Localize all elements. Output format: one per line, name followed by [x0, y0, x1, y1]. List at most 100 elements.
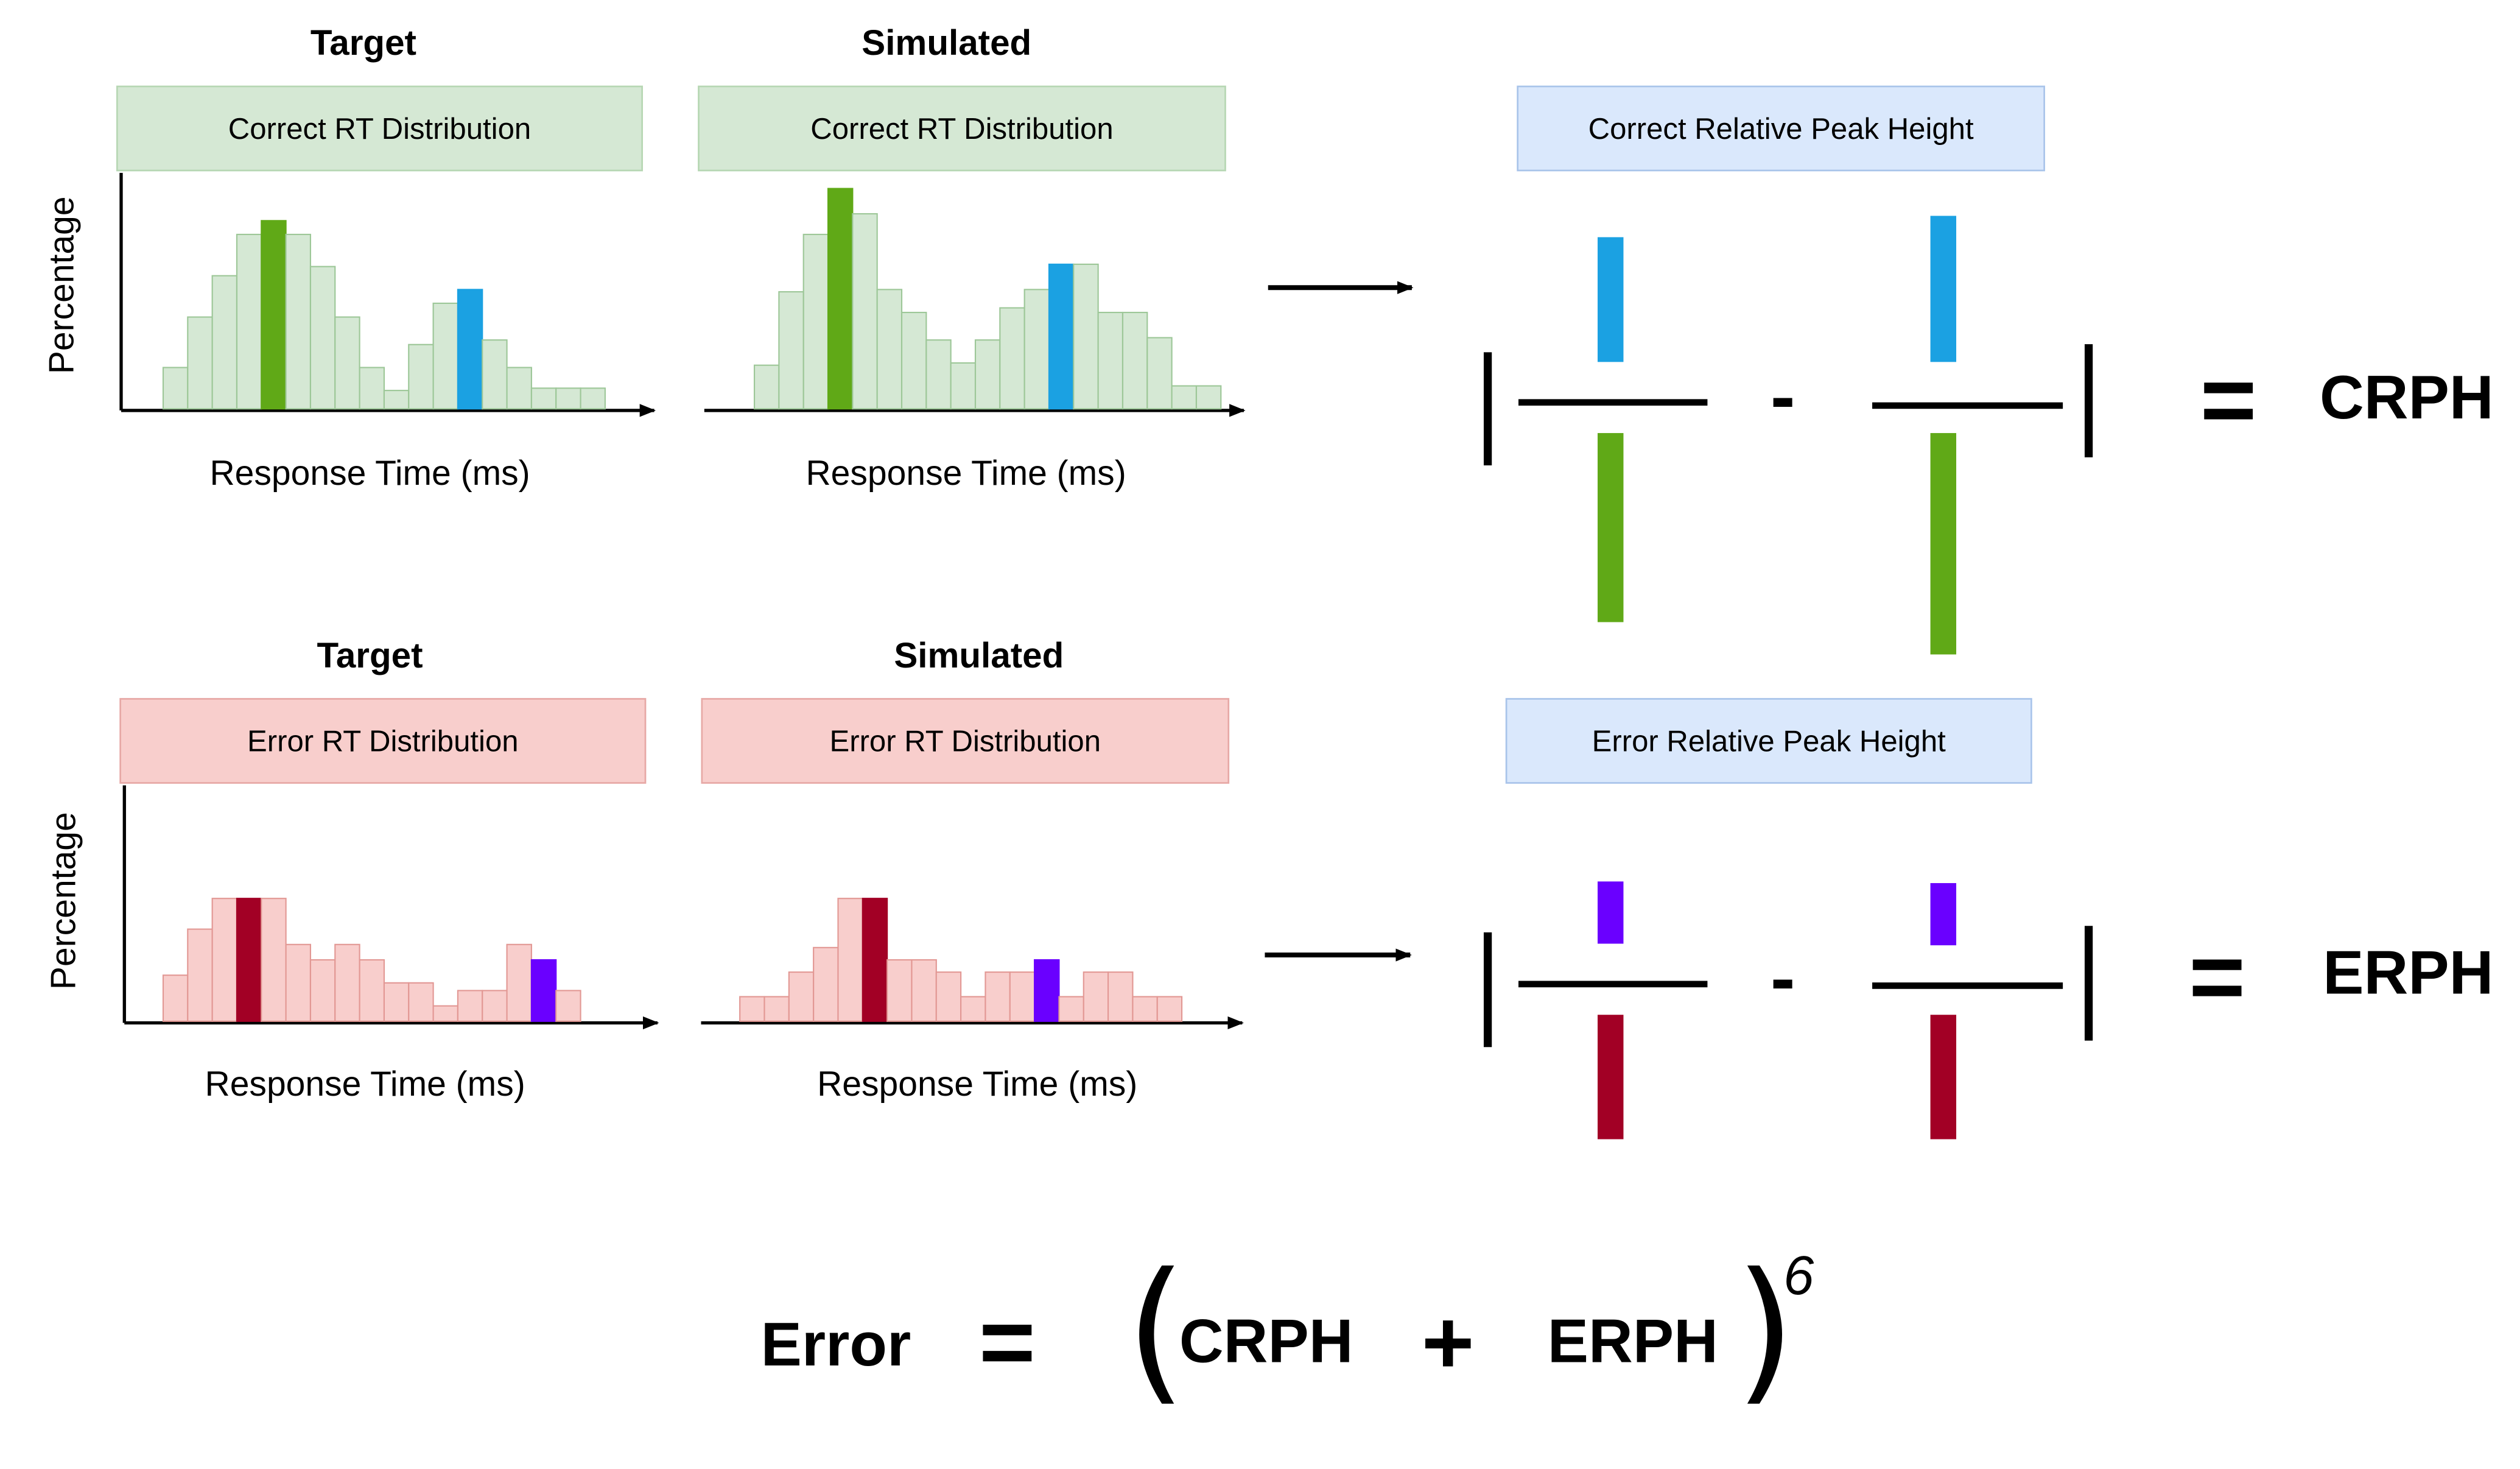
error-simulated-bar: [1107, 971, 1134, 1022]
error-peak-height-box: Error Relative Peak Height: [1505, 698, 2032, 784]
correct-target-bar: [236, 233, 262, 410]
correct-target-bar: [162, 367, 189, 410]
error-target-box-label: Error RT Distribution: [247, 723, 519, 758]
error-simulated-bar: [1132, 996, 1158, 1022]
correct-target-bar: [432, 302, 458, 410]
correct-simulated-bar: [950, 362, 977, 410]
error-simulated-fraction: [1930, 882, 1957, 1140]
correct-target-bar: [530, 387, 557, 410]
error-target-axes: [122, 785, 659, 1030]
correct-target-xlabel: Response Time (ms): [209, 454, 530, 493]
error-target-bar: [359, 959, 385, 1022]
error-simulated-bar: [960, 996, 986, 1022]
error-equals-sign: =: [2189, 922, 2246, 1031]
formula-right-paren: ): [1735, 1239, 1795, 1421]
error-target-peak-bar: [530, 959, 557, 1022]
formula-crph-term: CRPH: [1179, 1309, 1353, 1377]
error-peak-height-label: Error Relative Peak Height: [1592, 723, 1946, 758]
correct-target-bar: [580, 387, 606, 410]
correct-abs-expression: [1483, 344, 2093, 466]
error-abs-expression: [1483, 926, 2093, 1048]
error-target-bar: [211, 898, 238, 1022]
correct-target-bar: [506, 367, 532, 410]
correct-target-bar: [383, 390, 410, 410]
error-target-bar: [261, 898, 287, 1022]
correct-target-histogram: [162, 220, 606, 410]
correct-simulated-histogram: [753, 188, 1222, 410]
error-target-box: Error RT Distribution: [119, 698, 647, 784]
error-simulated-box-label: Error RT Distribution: [829, 723, 1101, 758]
correct-simulated-bar: [900, 311, 927, 410]
error-simulated-bar: [886, 959, 913, 1022]
correct-simulated-bar: [852, 213, 878, 410]
correct-target-fraction: [1598, 237, 1624, 622]
correct-minus-sign: -: [1770, 354, 1795, 439]
error-target-bar: [457, 990, 483, 1022]
correct-target-bar: [285, 233, 312, 410]
error-target-denominator-bar: [1598, 1015, 1624, 1140]
correct-simulated-title: Simulated: [862, 23, 1032, 63]
correct-target-peak-bar: [457, 289, 483, 410]
correct-target-bar: [334, 316, 360, 410]
formula-error-label: Error: [760, 1312, 911, 1380]
correct-simulated-xlabel: Response Time (ms): [805, 454, 1126, 493]
error-simulated-bar: [1058, 996, 1084, 1022]
correct-simulated-bar: [876, 289, 903, 410]
error-target-fraction: [1598, 881, 1624, 1140]
correct-simulated-bar: [925, 339, 952, 410]
crph-label: CRPH: [2319, 365, 2494, 434]
correct-target-bar: [187, 316, 213, 410]
correct-simulated-box: Correct RT Distribution: [698, 85, 1226, 172]
correct-target-bar: [482, 339, 508, 410]
correct-target-bar: [408, 343, 434, 410]
correct-simulated-fraction: [1930, 216, 1957, 655]
error-target-bar: [408, 982, 434, 1022]
erph-label: ERPH: [2323, 940, 2494, 1009]
correct-simulated-bar: [1073, 263, 1099, 410]
correct-target-denominator-bar: [1598, 433, 1624, 622]
formula-equals-sign: =: [978, 1288, 1036, 1397]
error-simulated-bar: [1156, 996, 1183, 1022]
formula-plus-sign: +: [1421, 1291, 1475, 1393]
error-simulated-bar: [935, 971, 962, 1022]
error-simulated-denominator-bar: [1930, 1015, 1957, 1140]
correct-target-bar: [211, 275, 238, 410]
correct-simulated-bar: [1023, 289, 1050, 410]
error-target-histogram: [162, 898, 581, 1022]
correct-target-box: Correct RT Distribution: [116, 85, 643, 172]
error-target-bar: [187, 928, 213, 1022]
correct-simulated-bar: [1097, 311, 1124, 410]
correct-simulated-bar: [1195, 385, 1222, 410]
correct-simulated-peak-bar: [1048, 263, 1075, 410]
error-simulated-numerator-bar: [1930, 882, 1957, 946]
error-simulated-bar: [984, 971, 1011, 1022]
error-minus-sign: -: [1770, 935, 1795, 1020]
error-target-peak-bar: [236, 898, 262, 1022]
error-target-title: Target: [317, 635, 423, 676]
error-simulated-peak-bar: [862, 898, 888, 1022]
correct-simulated-bar: [974, 339, 1001, 410]
error-target-ylabel: Percentage: [44, 812, 83, 990]
correct-target-box-label: Correct RT Distribution: [228, 110, 532, 145]
correct-peak-height-label: Correct Relative Peak Height: [1588, 110, 1974, 145]
error-target-bar: [555, 990, 581, 1022]
error-target-bar: [309, 959, 336, 1022]
error-target-bar: [334, 943, 360, 1022]
error-target-bar: [162, 974, 189, 1022]
correct-simulated-bar: [999, 307, 1025, 410]
correct-equals-sign: =: [2200, 345, 2257, 454]
error-simulated-bar: [739, 996, 765, 1022]
correct-target-bar: [555, 387, 581, 410]
correct-target-bar: [309, 266, 336, 410]
correct-simulated-bar: [1171, 385, 1198, 410]
error-simulated-title: Simulated: [894, 635, 1064, 676]
correct-simulated-bar: [802, 233, 829, 410]
error-target-bar: [383, 982, 410, 1022]
error-simulated-xlabel: Response Time (ms): [817, 1065, 1138, 1104]
correct-simulated-denominator-bar: [1930, 433, 1957, 655]
correct-peak-height-box: Correct Relative Peak Height: [1517, 85, 2045, 172]
error-target-numerator-bar: [1598, 881, 1624, 944]
error-target-bar: [285, 943, 312, 1022]
